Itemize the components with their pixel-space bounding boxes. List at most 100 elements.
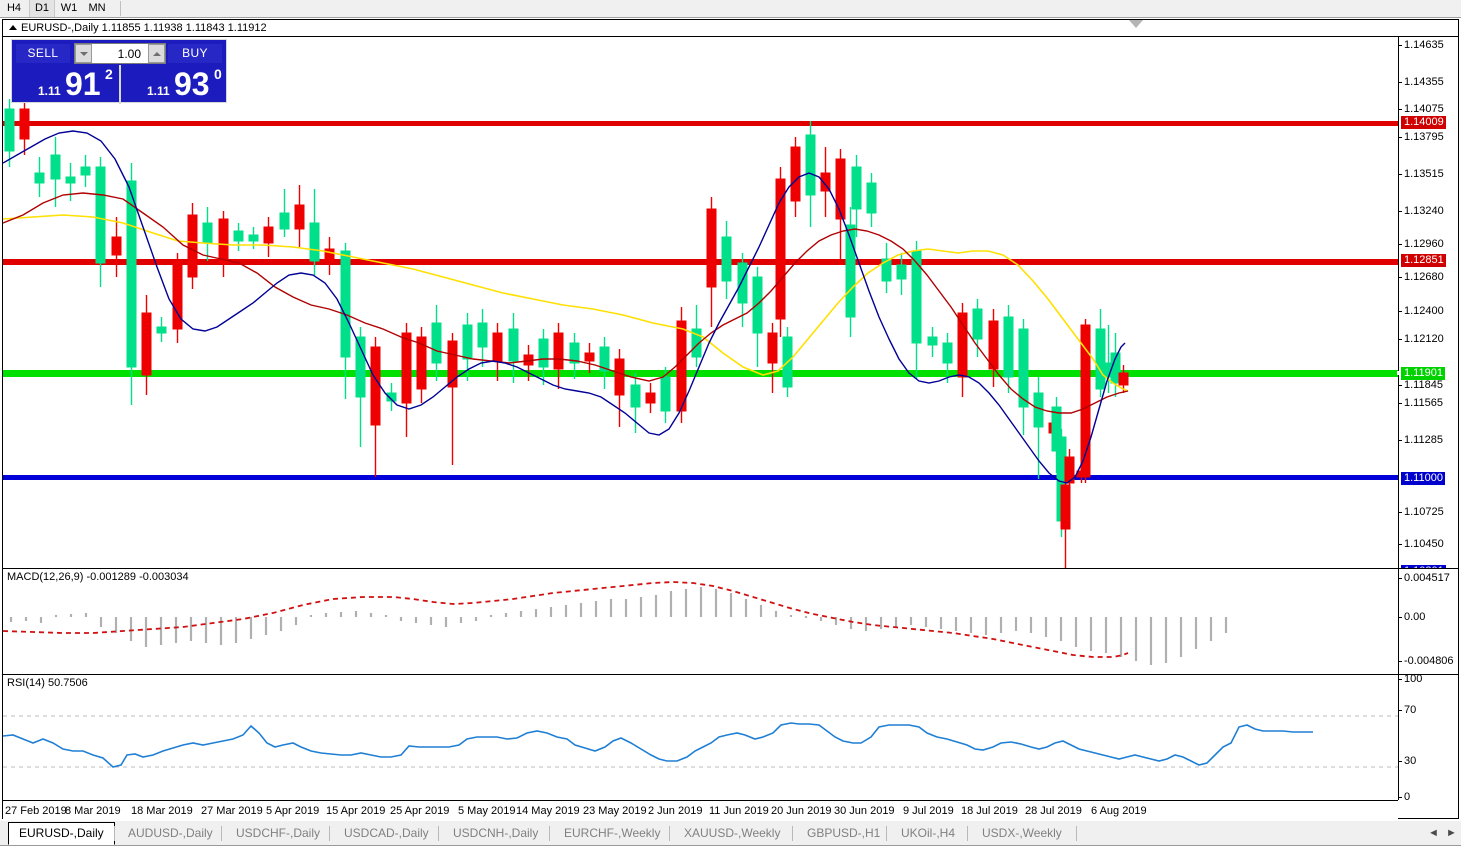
rsi-pane: RSI(14) 50.7506 100 70 30 0	[3, 673, 1458, 803]
tab-divider	[329, 826, 330, 841]
chart-tab-bar: EURUSD-,Daily AUDUSD-,Daily USDCHF-,Dail…	[0, 820, 1461, 846]
chart-tab-eurusd-daily[interactable]: EURUSD-,Daily	[8, 822, 115, 845]
chart-window: EURUSD-,Daily 1.11855 1.11938 1.11843 1.…	[2, 19, 1459, 820]
macd-pane: MACD(12,26,9) -0.001289 -0.003034	[3, 568, 1458, 674]
tab-scroll-prev-icon[interactable]: ◄	[1428, 827, 1439, 839]
time-axis-label: 18 Mar 2019	[131, 805, 193, 817]
chart-tab-gbpusd-h1[interactable]: GBPUSD-,H1	[807, 826, 881, 840]
chart-collapse-icon[interactable]	[9, 25, 17, 30]
macd-chart-svg	[3, 581, 1228, 665]
level-line-support-green[interactable]	[3, 370, 1398, 377]
level-line-resistance-mid[interactable]	[3, 259, 1398, 265]
time-axis-label: 28 Jul 2019	[1025, 805, 1082, 817]
time-axis-label: 9 Jul 2019	[903, 805, 954, 817]
sell-price-big: 91	[65, 66, 101, 102]
level-price-label-support-green[interactable]: 1.11901	[1397, 367, 1445, 380]
volume-increment-button[interactable]	[148, 44, 165, 63]
buy-price-prefix: 1.11	[147, 84, 170, 98]
buy-price-display[interactable]: 1.11 93 0	[121, 65, 228, 104]
time-axis-label: 5 Apr 2019	[266, 805, 320, 817]
time-axis[interactable]: 27 Feb 2019 8 Mar 2019 18 Mar 2019 27 Ma…	[3, 800, 1398, 820]
sell-price-prefix: 1.11	[38, 84, 61, 98]
candlestick-series	[4, 99, 1129, 568]
rsi-plot[interactable]	[3, 675, 1398, 800]
one-click-trading-controls: SELL 1.00 BUY	[12, 40, 226, 65]
time-axis-label: 6 Aug 2019	[1091, 805, 1147, 817]
time-axis-label: 11 Jun 2019	[709, 805, 769, 817]
level-line-support-blue-upper[interactable]	[3, 475, 1398, 480]
timeframe-toolbar: H4 D1 W1 MN	[0, 0, 1461, 18]
sell-price-sup: 2	[105, 66, 113, 82]
time-axis-label: 8 Mar 2019	[65, 805, 121, 817]
volume-value: 1.00	[117, 47, 141, 61]
rsi-line	[3, 722, 1313, 768]
chart-tab-eurchf-weekly[interactable]: EURCHF-,Weekly	[564, 826, 661, 840]
time-axis-label: 5 May 2019	[458, 805, 516, 817]
chart-tab-xauusd-weekly[interactable]: XAUUSD-,Weekly	[684, 826, 781, 840]
time-axis-label: 18 Jul 2019	[961, 805, 1018, 817]
one-click-trading-panel[interactable]: SELL 1.00 BUY 1.11 91 2 1.11 93 0	[11, 39, 228, 104]
chart-tab-usdx-weekly[interactable]: USDX-,Weekly	[982, 826, 1062, 840]
buy-price-big: 93	[174, 66, 210, 102]
price-chart-svg	[3, 99, 1129, 568]
chevron-down-icon	[80, 52, 88, 56]
timeframe-h4[interactable]: H4	[6, 2, 22, 14]
timeframe-mn[interactable]: MN	[88, 2, 106, 14]
chart-symbol-ohlc: EURUSD-,Daily 1.11855 1.11938 1.11843 1.…	[21, 22, 267, 34]
buy-button[interactable]: BUY	[168, 44, 222, 63]
macd-scale[interactable]: 0.004517 0.00 -0.004806	[1398, 569, 1458, 674]
tab-scroll-next-icon[interactable]: ►	[1446, 827, 1457, 839]
level-price-label-resistance-mid[interactable]: 1.12851	[1401, 254, 1446, 267]
time-axis-label: 20 Jun 2019	[771, 805, 832, 817]
chart-tab-usdcnh-daily[interactable]: USDCNH-,Daily	[453, 826, 539, 840]
ma-red-line	[3, 192, 1129, 414]
pane-splitter-handle[interactable]	[1129, 20, 1143, 28]
chart-tab-audusd-daily[interactable]: AUDUSD-,Daily	[128, 826, 213, 840]
time-axis-label: 27 Mar 2019	[201, 805, 263, 817]
time-axis-label: 30 Jun 2019	[834, 805, 895, 817]
level-line-resistance-upper[interactable]	[3, 121, 1398, 126]
tab-divider	[438, 826, 439, 841]
rsi-pane-label: RSI(14) 50.7506	[7, 677, 88, 689]
macd-pane-label: MACD(12,26,9) -0.001289 -0.003034	[7, 571, 189, 583]
sell-button[interactable]: SELL	[16, 44, 70, 63]
tab-divider	[967, 826, 968, 841]
time-axis-label: 15 Apr 2019	[326, 805, 386, 817]
price-pane: 1.14635 1.14355 1.14075 1.13795 1.13515 …	[3, 37, 1458, 581]
timeframe-d1[interactable]: D1	[29, 0, 55, 17]
tab-divider	[669, 826, 670, 841]
time-axis-label: 27 Feb 2019	[5, 805, 67, 817]
level-price-label-resistance-upper[interactable]: 1.14009	[1401, 116, 1446, 129]
level-handle-nub	[1397, 371, 1401, 375]
time-axis-label: 23 May 2019	[583, 805, 647, 817]
tab-divider	[114, 826, 115, 841]
sell-price-display[interactable]: 1.11 91 2	[12, 65, 119, 104]
price-scale[interactable]: 1.14635 1.14355 1.14075 1.13795 1.13515 …	[1397, 37, 1458, 581]
volume-decrement-button[interactable]	[75, 44, 92, 63]
ma-blue-line	[3, 130, 1126, 484]
level-price-label-support-blue-upper[interactable]: 1.11000	[1401, 472, 1445, 485]
macd-plot[interactable]	[3, 569, 1398, 674]
macd-signal-line	[3, 581, 1129, 658]
timeframe-w1[interactable]: W1	[60, 2, 78, 14]
time-axis-label: 14 May 2019	[516, 805, 580, 817]
buy-price-sup: 0	[214, 66, 222, 82]
tab-divider	[1076, 826, 1077, 841]
tab-divider	[221, 826, 222, 841]
chart-tab-usdchf-daily[interactable]: USDCHF-,Daily	[236, 826, 320, 840]
time-axis-label: 2 Jun 2019	[648, 805, 703, 817]
chart-tab-ukoil-h4[interactable]: UKOil-,H4	[901, 826, 956, 840]
macd-histogram-series	[9, 587, 1228, 665]
time-axis-label: 25 Apr 2019	[390, 805, 450, 817]
price-plot[interactable]	[3, 37, 1398, 568]
chart-tab-usdcad-daily[interactable]: USDCAD-,Daily	[344, 826, 429, 840]
tab-divider	[886, 826, 887, 841]
tab-divider	[549, 826, 550, 841]
rsi-chart-svg	[3, 715, 1398, 768]
chart-header: EURUSD-,Daily 1.11855 1.11938 1.11843 1.…	[3, 20, 1458, 37]
rsi-scale[interactable]: 100 70 30 0	[1398, 673, 1458, 803]
ma-yellow-line	[3, 214, 1129, 392]
chevron-up-icon	[153, 52, 161, 56]
volume-stepper[interactable]: 1.00	[74, 43, 166, 64]
